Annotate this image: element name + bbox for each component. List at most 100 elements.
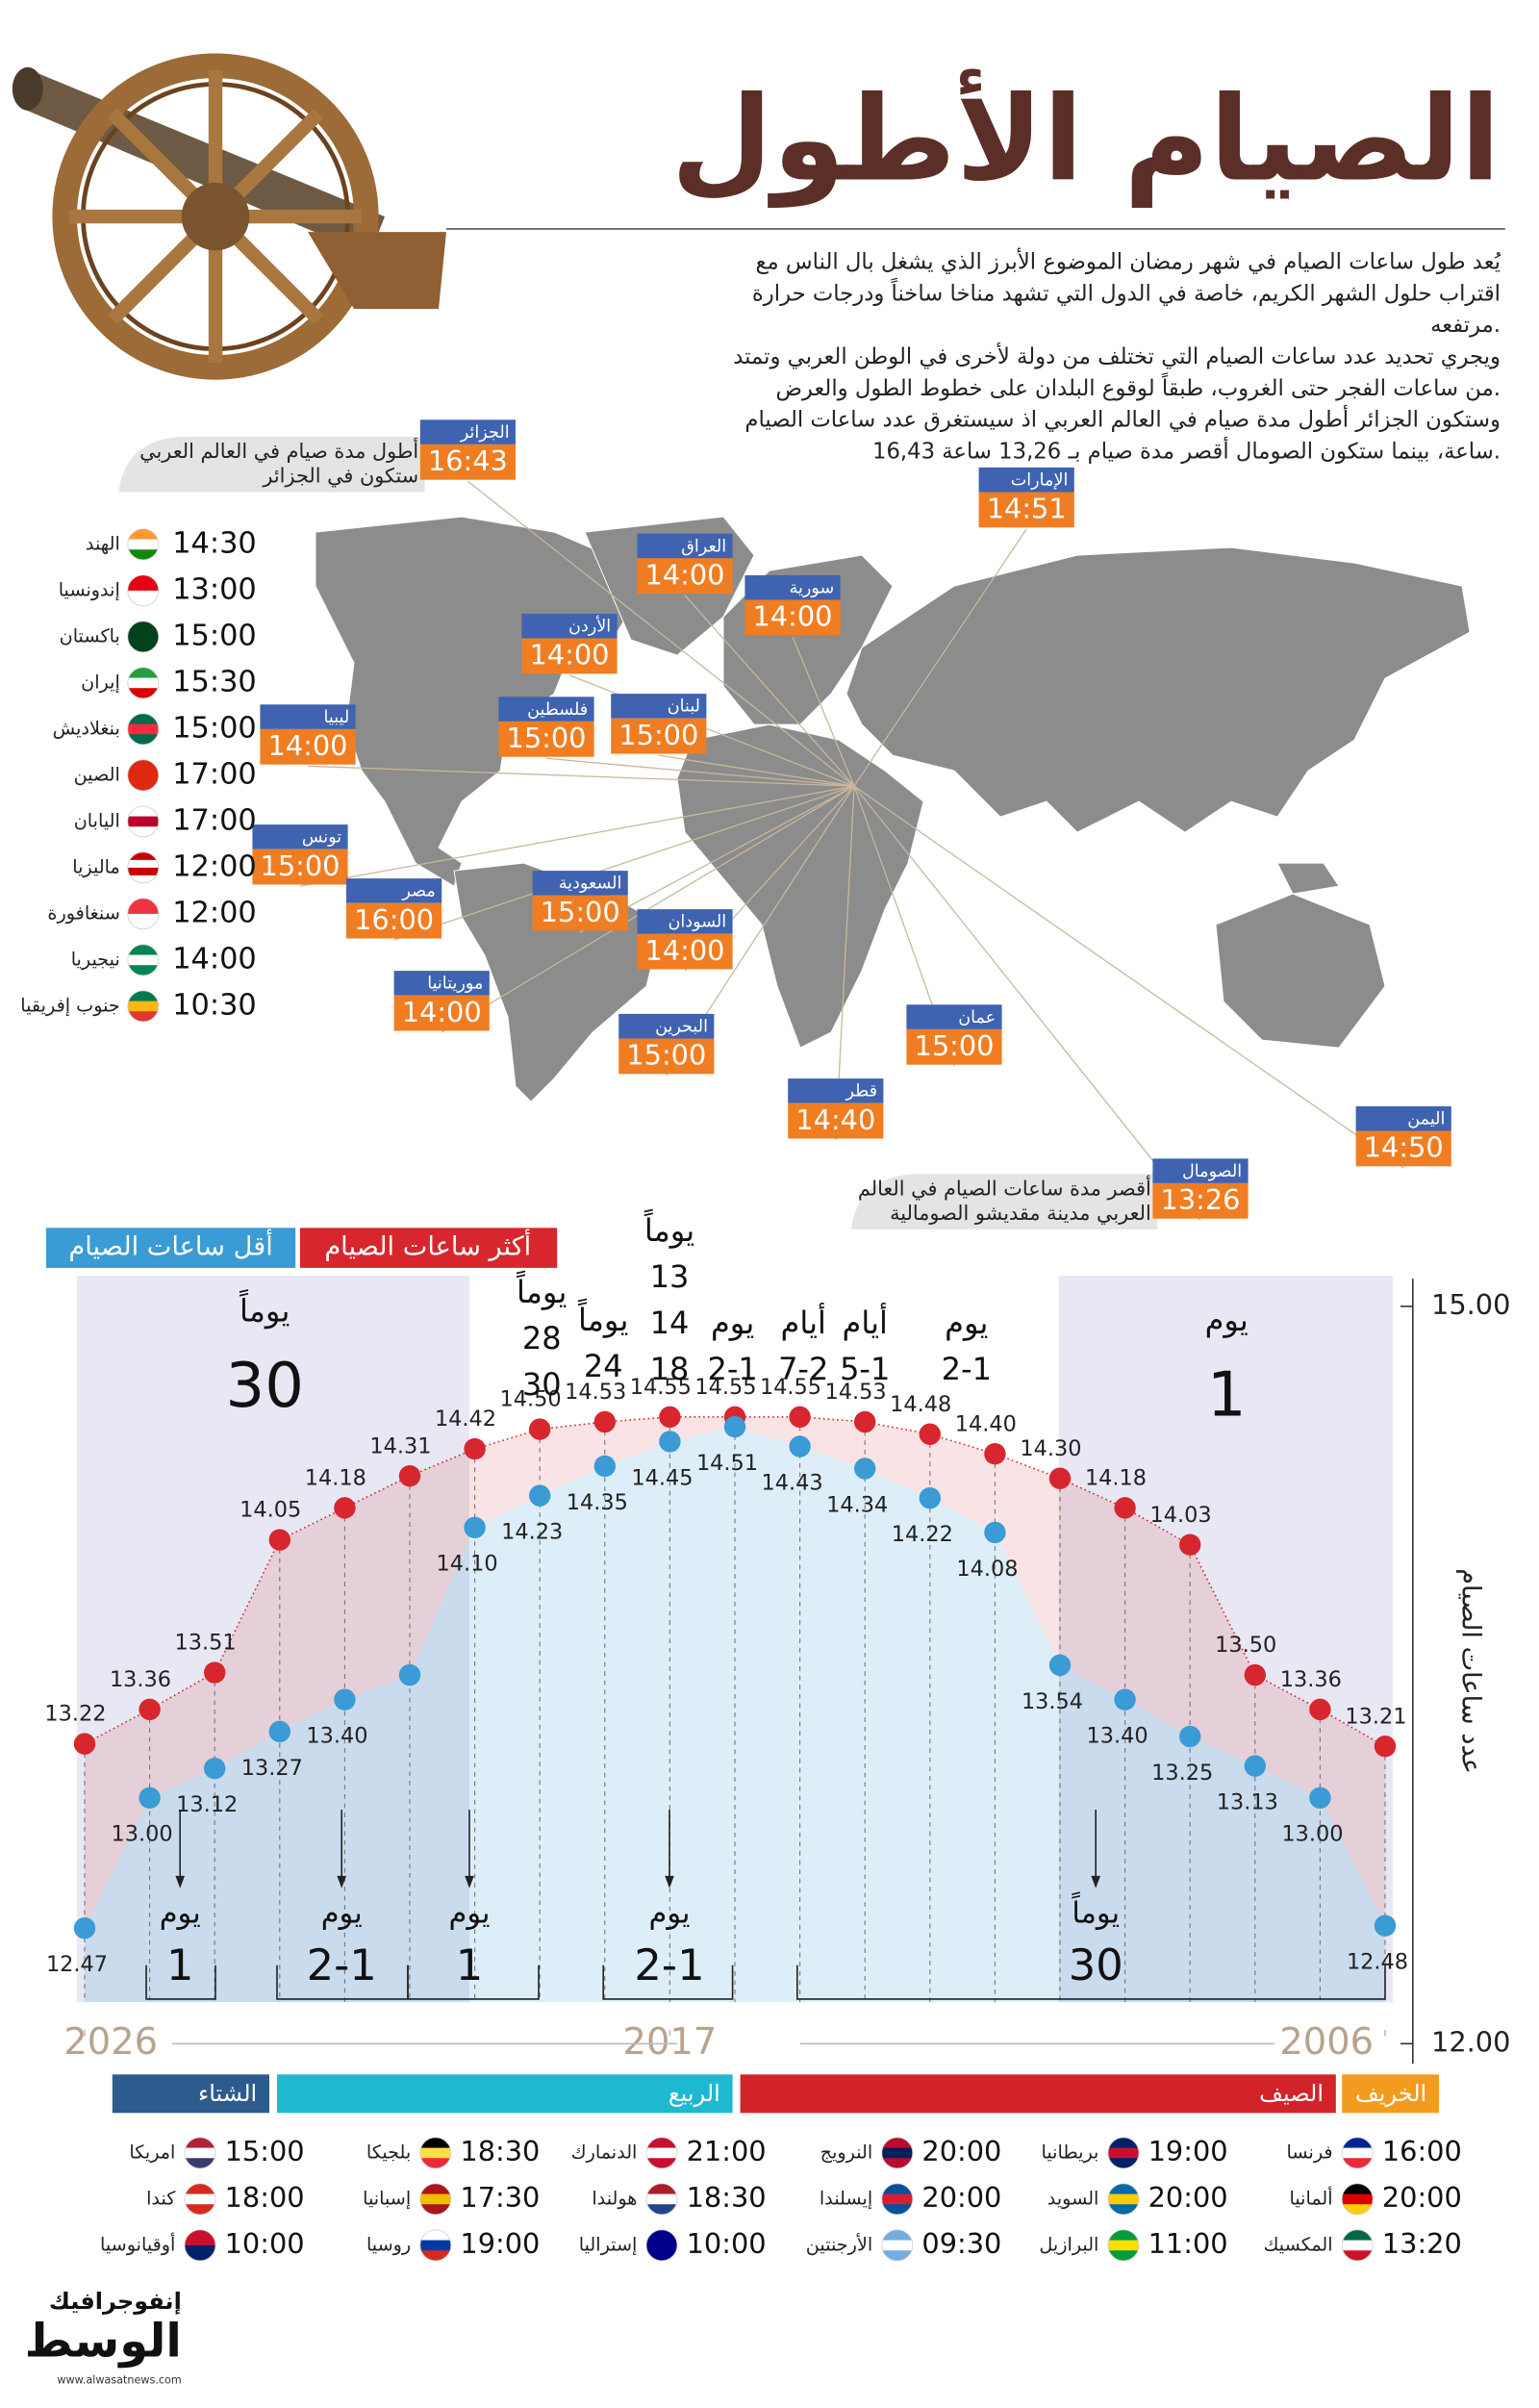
map-label-header [419,419,516,444]
flag-stripe [419,2183,451,2195]
flag-icon [1107,2137,1140,2169]
note-text: 2-1 [942,1351,992,1387]
data-point [1114,1688,1136,1711]
map-label-header [521,613,618,639]
flag-stripe [127,590,159,606]
y-tick-label: 15.00 [1431,1288,1510,1321]
note-arrowhead [175,1875,185,1888]
leader-line [853,785,1404,1169]
value-label: 14.30 [1020,1436,1081,1461]
flag-stripe [1108,2193,1139,2206]
map-label-time: 16:00 [354,903,434,936]
country-time: 20:00 [1382,2181,1462,2214]
flag-ring [881,2183,914,2216]
flag-icon [127,851,160,884]
leader-line [853,528,1027,787]
map-label-header [498,697,594,722]
country-time: 09:30 [921,2227,1001,2260]
value-label: 13.21 [1345,1704,1406,1729]
leader-line [568,674,855,787]
x-tick-label: 2006 [1279,2020,1374,2064]
flag-stripe [646,2204,677,2215]
flag-stripe [127,539,159,551]
map-label-header [744,574,841,600]
note-text: 2-1 [307,1939,377,1990]
map-label-time: 13:26 [1161,1183,1241,1216]
note-text: يوماً [577,1298,628,1338]
flag-ring [645,2137,678,2169]
map-label-time: 16:43 [428,444,508,477]
data-point [139,1698,161,1721]
note-text: 30 [522,1366,562,1403]
flag-ring [127,574,160,607]
x-tick-label: 2017 [623,2020,718,2064]
value-label: 14.51 [696,1451,758,1476]
data-point [1309,1787,1331,1810]
flag-ring [1341,2137,1374,2169]
value-label: 13.00 [112,1822,173,1847]
map-label-header [532,871,628,896]
country-name: الهند [86,532,120,554]
flag-ring [127,805,160,838]
flag-stripe [127,759,159,791]
value-label: 14.45 [631,1465,693,1490]
note-text: يوماً [643,1208,694,1249]
value-label: 14.10 [437,1552,498,1577]
value-label: 14.03 [1150,1503,1212,1528]
flag-ring [881,2137,914,2169]
flag-stripe [127,1001,159,1013]
flag-stripe [127,954,159,967]
flag-stripe [127,574,159,592]
cannon-illustration [12,53,446,380]
country-name: الدنمارك [571,2141,638,2163]
season-bar [277,2074,733,2114]
note-text: 2-1 [707,1351,757,1387]
value-label: 14.22 [892,1522,953,1547]
y-axis-label: عدد ساعات الصيام [1456,1568,1486,1774]
flag-ring [184,2229,216,2262]
flag-stripe [185,2147,215,2160]
value-label: 14.53 [565,1380,626,1405]
map-label-name: فلسطين [527,700,588,720]
note-text: 18 [650,1351,690,1387]
flag-stripe [127,851,159,861]
map-label-box [788,1103,884,1139]
intro-line: يُعد طول ساعات الصيام في شهر رمضان الموض… [755,248,1501,275]
data-point [723,1415,746,1438]
map-label-time: 15:00 [261,849,341,882]
flag-ring [184,2137,216,2169]
data-point [334,1688,356,1711]
country-time: 20:00 [1148,2181,1228,2214]
country-time: 10:30 [172,988,257,1022]
flag-icon [1341,2229,1374,2262]
flag-stripe [1342,2229,1374,2242]
flag-stripe [646,2183,677,2195]
data-point [659,1431,681,1453]
value-label: 12.48 [1347,1950,1408,1975]
note-arrowhead [1091,1875,1100,1888]
leader-line [393,785,855,941]
flag-stripe [127,898,159,915]
data-point [789,1406,811,1429]
country-name: اليابان [74,809,120,831]
country-time: 16:00 [1382,2135,1462,2167]
value-label: 14.18 [305,1465,366,1490]
note-text: يوم [649,1896,691,1930]
country-time: 20:00 [921,2135,1001,2167]
value-label: 14.31 [369,1433,431,1458]
country-name: النرويج [820,2141,873,2163]
callout-bg [118,436,425,493]
flag-icon [419,2137,452,2169]
value-label: 14.42 [435,1407,496,1432]
data-point [854,1457,876,1480]
flag-stripe [1108,2147,1139,2160]
country-time: 17:30 [460,2181,540,2214]
map-label-time: 15:00 [507,722,587,754]
country-name: الصين [74,763,120,785]
flag-stripe [185,2229,215,2246]
data-point [593,1410,616,1433]
note-text: 28 [522,1320,562,1356]
data-point [854,1410,876,1433]
season-bar [112,2074,269,2114]
